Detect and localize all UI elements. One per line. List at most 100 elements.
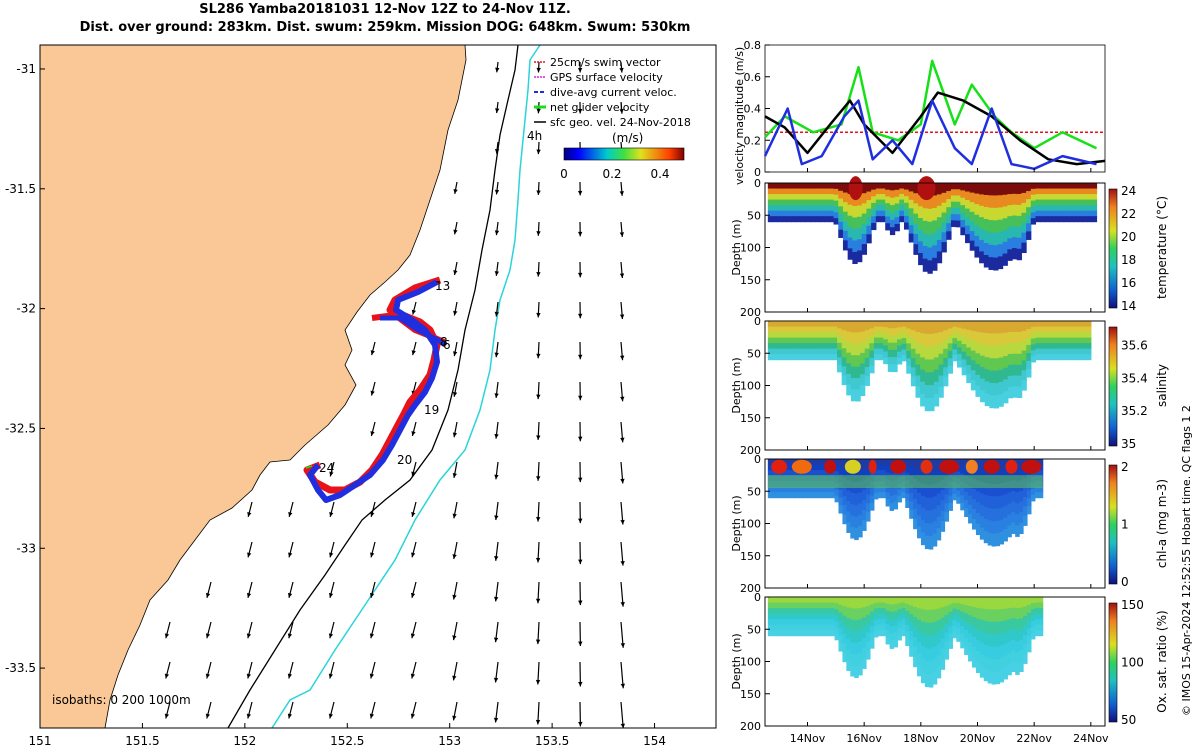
temperature-cell — [941, 212, 947, 223]
temperature-cell — [1068, 188, 1074, 195]
salinity-cell — [1067, 348, 1073, 355]
temperature-cell — [857, 227, 863, 240]
salinity-cell — [809, 321, 815, 328]
oxygen-cell — [889, 604, 895, 613]
chla-cell — [928, 484, 934, 499]
current-vector-head — [619, 67, 624, 73]
oxygen-cell — [822, 602, 828, 609]
salinity-cell — [901, 321, 907, 328]
oxygen-cell — [803, 613, 808, 620]
temperature-cell — [1049, 188, 1055, 195]
oxygen-cell — [1011, 597, 1016, 609]
current-vector — [411, 421, 417, 437]
oxygen-cell — [846, 607, 851, 619]
oxygen-cell — [928, 648, 934, 662]
salinity-colorbar-tick-label: 35.2 — [1121, 404, 1148, 418]
temperature-cell — [880, 210, 886, 217]
salinity-cell — [998, 381, 1004, 395]
oxygen-cell — [952, 614, 957, 621]
salinity-cell — [1035, 321, 1041, 328]
temperature-y-tick-label: 200 — [740, 306, 761, 319]
salinity-cell — [1021, 321, 1027, 332]
temperature-cell — [918, 206, 924, 219]
oxygen-cell — [932, 597, 938, 610]
salinity-cell — [975, 331, 981, 344]
temperature-cell — [857, 194, 863, 206]
salinity-cell — [795, 332, 801, 339]
oxygen-colorbar-tick-label: 100 — [1121, 656, 1144, 670]
chla-cell — [936, 459, 942, 472]
salinity-cell — [887, 328, 894, 336]
current-vector-head — [578, 641, 583, 647]
temperature-cell — [796, 188, 802, 195]
current-vector — [452, 381, 458, 397]
salinity-cell — [933, 345, 940, 358]
temperature-cell — [1077, 199, 1084, 206]
chla-cell — [818, 459, 824, 466]
oxygen-cell — [913, 597, 918, 608]
temperature-cell — [796, 194, 802, 201]
temperature-cell — [908, 225, 914, 235]
oxygen-cell — [783, 613, 789, 620]
oxygen-cell — [944, 623, 950, 634]
oxygen-cell — [783, 624, 789, 631]
temperature-cell — [1026, 207, 1032, 216]
temperature-cell — [1058, 194, 1065, 201]
temperature-cell — [903, 222, 910, 230]
oxygen-cell — [913, 636, 918, 648]
temperature-cell — [1091, 210, 1098, 217]
chla-cell — [893, 501, 898, 510]
oxygen-cell — [893, 618, 898, 627]
temperature-cell — [1040, 183, 1046, 190]
track-label-6: 6 — [443, 338, 451, 352]
oxygen-cell — [877, 624, 883, 631]
oxygen-cell — [877, 602, 883, 609]
salinity-cell — [1030, 326, 1037, 334]
temperature-cell — [1077, 188, 1084, 195]
salinity-cell — [957, 321, 963, 329]
temperature-cell — [786, 216, 792, 223]
oxygen-cell — [767, 613, 773, 620]
temperature-cell — [814, 210, 821, 217]
temperature-cell — [965, 183, 971, 193]
salinity-cell — [952, 343, 958, 350]
chla-cell — [909, 459, 914, 468]
salinity-cell — [1026, 353, 1032, 362]
oxygen-cell — [783, 602, 789, 609]
chla-cell — [944, 512, 950, 522]
current-vector-head — [620, 602, 625, 607]
chla-cell — [991, 508, 997, 522]
chla-cell — [1030, 488, 1036, 496]
chla-cell — [979, 516, 985, 529]
salinity-cell — [966, 356, 972, 366]
chla-cell — [913, 488, 918, 500]
salinity-cell — [1021, 350, 1027, 361]
oxygen-cell — [830, 630, 836, 637]
salinity-y-tick-label: 50 — [747, 347, 761, 360]
map-y-tick-label: -32.5 — [5, 421, 36, 435]
temperature-cell — [866, 225, 872, 235]
temperature-cell — [889, 197, 896, 206]
current-vector — [328, 621, 335, 639]
temperature-cell — [1016, 183, 1022, 195]
oxygen-cell — [964, 613, 969, 623]
salinity-cell — [1017, 321, 1023, 333]
salinity-cell — [850, 321, 857, 333]
oxygen-cell — [1007, 652, 1012, 665]
temperature-cell — [969, 240, 976, 251]
oxygen-cell — [842, 606, 847, 616]
current-vector-head — [619, 314, 625, 320]
temperature-cell — [796, 216, 802, 223]
temperature-cell — [899, 199, 905, 206]
oxygen-cell — [999, 657, 1005, 671]
oxygen-cell — [905, 610, 910, 619]
current-vector — [494, 501, 499, 521]
isobath-legend: isobaths: 0 200 1000m — [52, 693, 191, 707]
temperature-cell — [993, 207, 999, 221]
current-vector-head — [620, 396, 625, 402]
oxygen-cell — [795, 613, 800, 620]
oxygen-cell — [924, 648, 930, 662]
temperature-cell — [1091, 216, 1098, 223]
chla-cell — [940, 510, 946, 522]
salinity-cell — [989, 382, 995, 396]
